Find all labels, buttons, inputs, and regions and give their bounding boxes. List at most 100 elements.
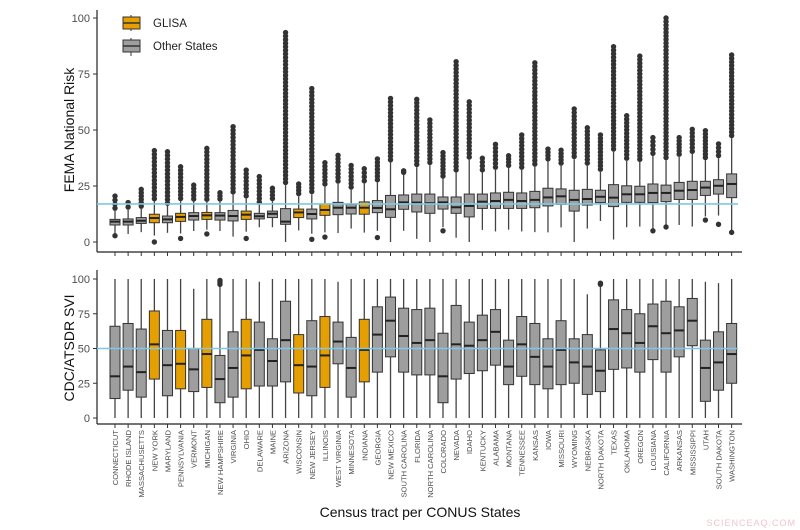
outlier-point [243,235,249,242]
box-iqr [385,194,397,218]
outlier-point [676,134,682,141]
outlier-point [151,196,158,202]
outlier-point [466,99,472,105]
box-iqr [385,296,397,358]
x-tick-label: MONTANA [505,429,514,467]
outlier-point [112,233,118,239]
outlier-point [650,228,656,234]
x-tick-label: MISSISSIPPI [688,430,697,475]
x-tick-label: MARYLAND [163,429,172,472]
x-tick-label: NEW YORK [150,430,159,471]
box-nebraska [581,294,593,418]
box-iqr [476,314,488,372]
box-west-virginia [332,152,344,234]
box-wyoming [568,106,580,242]
box-iqr [161,329,173,397]
outlier-point [479,159,486,165]
box-new-york [148,147,160,245]
outlier-point [728,52,735,58]
x-tick-label: IDAHO [465,430,474,454]
box-kentucky [476,155,488,230]
outlier-point [335,152,341,159]
box-kansas [529,60,541,233]
x-tick-label: SOUTH DAKOTA [715,429,724,489]
outlier-point [151,192,158,198]
box-iqr [424,307,436,376]
outlier-point [151,162,158,169]
outlier-point [151,151,158,158]
y-tick-label: 0 [84,413,90,425]
box-iqr [319,316,331,388]
outlier-point [650,138,656,145]
y-tick-label: 50 [78,344,90,356]
outlier-point [610,43,617,50]
outlier-point [505,153,512,159]
box-arkansas [673,134,685,225]
outlier-point [217,190,223,196]
outlier-point [230,123,236,130]
box-virginia [227,123,239,237]
box-iqr [555,320,567,386]
x-tick-label: NEW HAMPSHIRE [216,430,225,495]
outlier-point [466,102,472,109]
box-iqr [450,304,462,380]
outlier-point [702,127,709,134]
x-tick-label: MINNESOTA [347,429,356,475]
outlier-point [650,142,656,149]
x-tick-label: TENNESSEE [518,430,527,476]
x-tick-label: OREGON [636,430,645,464]
y-tick-label: 100 [72,13,90,25]
box-mississippi [686,126,698,227]
x-tick-label: WEST VIRGINIA [334,429,343,487]
y-tick-label: 50 [78,125,90,137]
outlier-point [479,167,486,173]
outlier-point [597,280,604,286]
outlier-point [466,150,472,157]
x-tick-label: OKLAHOMA [623,429,632,473]
box-iqr [109,325,121,400]
box-iqr [489,309,501,366]
outlier-point [387,95,394,102]
outlier-point [702,217,709,223]
box-iqr [371,200,383,214]
outlier-point [466,139,472,146]
box-ohio [240,167,252,242]
box-tennessee [516,132,528,232]
outlier-point [715,152,722,159]
x-tick-label: CONNECTICUT [111,430,120,486]
x-tick-label: NORTH CAROLINA [426,429,435,498]
box-iqr [713,331,725,391]
outlier-point [151,155,158,161]
box-iqr [621,309,633,369]
outlier-point [361,166,367,172]
box-idaho [463,99,475,242]
x-tick-label: UTAH [701,430,710,450]
box-iqr [503,339,515,386]
outlier-point [715,221,722,228]
outlier-point [545,146,551,152]
box-iqr [398,307,410,373]
x-tick-label: WASHINGTON [728,430,737,482]
box-maine [266,185,278,228]
box-south-dakota [713,141,725,228]
watermark: SCIENCEAQ.COM [706,518,796,528]
outlier-point [400,169,407,176]
outlier-point [322,160,328,166]
box-iqr [293,334,305,394]
box-massachusetts [135,186,147,233]
box-iqr [240,318,252,390]
x-tick-label: FLORIDA [413,429,422,463]
outlier-point [466,117,472,123]
x-tick-label: ALABAMA [491,429,500,466]
x-tick-label: CALIFORNIA [662,429,671,476]
box-iqr [726,173,738,199]
y-tick-label: 100 [72,274,90,286]
x-tick-label: RHODE ISLAND [124,429,133,486]
box-illinois [319,160,331,240]
box-iqr [581,334,593,395]
box-rhode-island [122,199,134,234]
outlier-point [623,112,630,119]
outlier-point [492,160,499,167]
box-louisiana [647,134,659,234]
